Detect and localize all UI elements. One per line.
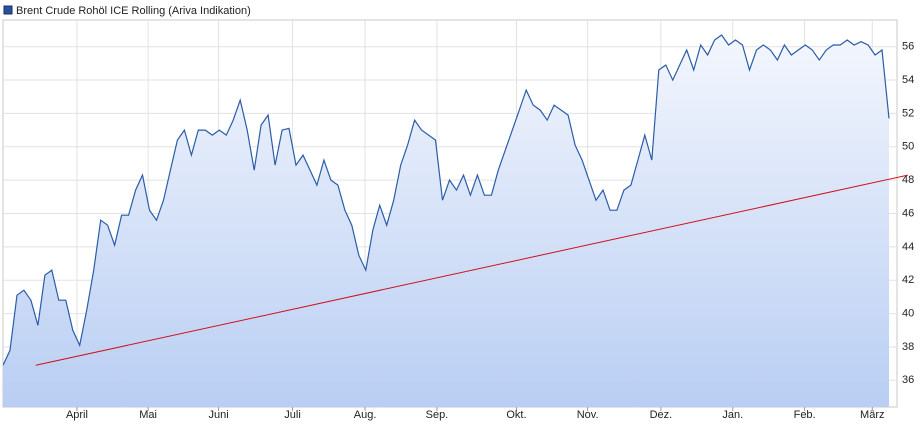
x-tick-label: Sep. bbox=[426, 409, 449, 421]
y-tick-label: 54 bbox=[902, 74, 914, 86]
y-tick-label: 50 bbox=[902, 141, 914, 153]
trend-line bbox=[35, 174, 908, 366]
area bbox=[3, 35, 890, 407]
x-tick-label: April bbox=[66, 409, 88, 421]
y-tick-label: 42 bbox=[902, 274, 914, 286]
x-tick-label: Nov. bbox=[577, 409, 599, 421]
x-tick-label: Jan. bbox=[722, 409, 743, 421]
x-tick-label: Feb. bbox=[794, 409, 816, 421]
y-tick-label: 40 bbox=[902, 307, 914, 319]
y-tick-label: 56 bbox=[902, 41, 914, 53]
x-tick-label: März bbox=[860, 409, 884, 421]
x-tick-label: Juli bbox=[284, 409, 301, 421]
x-tick-label: Juni bbox=[208, 409, 228, 421]
x-tick-label: Dez. bbox=[650, 409, 673, 421]
line bbox=[3, 34, 890, 366]
series-group bbox=[3, 34, 908, 407]
y-tick-label: 38 bbox=[902, 341, 914, 353]
legend-swatch bbox=[3, 5, 13, 15]
x-tick-label: Mai bbox=[139, 409, 157, 421]
x-tick-label: Aug. bbox=[354, 409, 377, 421]
y-tick-label: 44 bbox=[902, 241, 914, 253]
y-tick-label: 52 bbox=[902, 107, 914, 119]
legend-label: Brent Crude Rohöl ICE Rolling (Ariva Ind… bbox=[16, 5, 251, 17]
y-tick-label: 36 bbox=[902, 374, 914, 386]
y-tick-label: 48 bbox=[902, 174, 914, 186]
x-tick-label: Okt. bbox=[506, 409, 526, 421]
y-tick-label: 46 bbox=[902, 207, 914, 219]
